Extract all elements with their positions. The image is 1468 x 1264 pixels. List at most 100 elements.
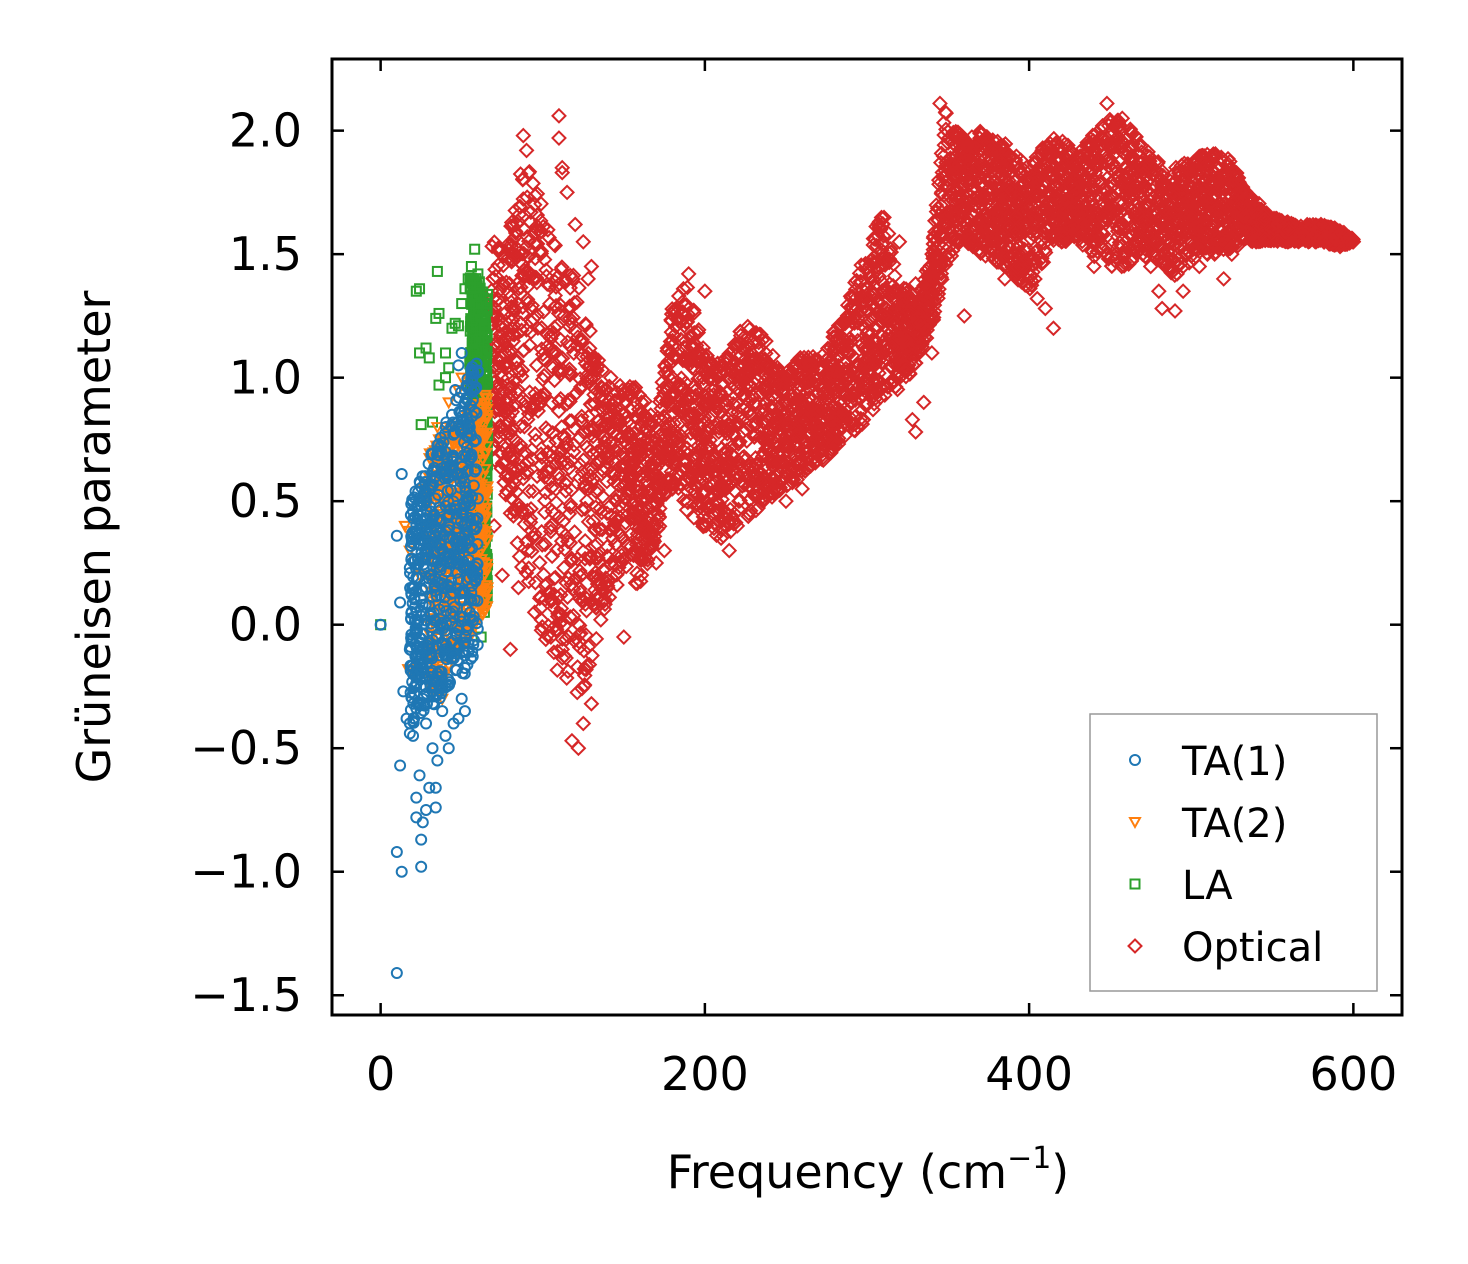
optical-point <box>514 362 531 379</box>
optical-point <box>561 364 578 381</box>
optical-point <box>515 191 532 207</box>
optical-point <box>757 345 774 362</box>
optical-point <box>588 484 605 501</box>
optical-point <box>842 414 859 431</box>
optical-point <box>878 252 895 268</box>
optical-point <box>678 502 695 518</box>
optical-point <box>548 297 565 314</box>
optical-point <box>1201 195 1218 212</box>
optical-point <box>872 389 889 406</box>
optical-point <box>736 448 752 465</box>
optical-point <box>731 360 748 377</box>
optical-point <box>855 350 872 367</box>
optical-point <box>568 384 585 401</box>
optical-point <box>572 456 589 473</box>
optical-point <box>726 417 743 434</box>
optical-point <box>611 458 628 475</box>
optical-point <box>521 337 538 354</box>
optical-point <box>1153 175 1170 192</box>
series-optical-markers <box>483 95 1362 757</box>
optical-point <box>556 430 573 447</box>
optical-point <box>912 343 929 360</box>
optical-point <box>542 523 559 540</box>
optical-point <box>607 491 624 508</box>
optical-point <box>1080 202 1097 219</box>
optical-point <box>874 353 891 370</box>
optical-point <box>541 435 557 452</box>
optical-point <box>659 343 676 359</box>
optical-point <box>566 524 583 540</box>
optical-point <box>807 438 824 455</box>
optical-point <box>648 489 665 506</box>
optical-point <box>982 157 999 174</box>
optical-point <box>846 364 863 380</box>
optical-point <box>1238 223 1255 240</box>
optical-point <box>670 288 687 304</box>
optical-point <box>834 340 850 357</box>
optical-point <box>1097 239 1114 255</box>
optical-point <box>565 443 582 460</box>
optical-point <box>614 530 631 547</box>
optical-point <box>585 420 602 437</box>
optical-point <box>540 464 557 480</box>
optical-point <box>633 493 650 510</box>
optical-point <box>824 419 841 436</box>
optical-point <box>516 262 533 279</box>
optical-point <box>663 476 680 493</box>
optical-point <box>614 382 631 399</box>
optical-point <box>663 313 680 329</box>
optical-point <box>591 521 608 538</box>
optical-point <box>854 335 870 352</box>
optical-point <box>587 569 604 585</box>
optical-point <box>972 123 989 140</box>
series-layer <box>374 95 1362 980</box>
optical-point <box>990 165 1007 181</box>
optical-point <box>966 139 983 156</box>
optical-point <box>801 355 818 372</box>
optical-point <box>1026 250 1043 267</box>
optical-point <box>538 326 555 342</box>
optical-point <box>551 275 568 292</box>
optical-point <box>807 416 824 433</box>
optical-point <box>955 212 972 229</box>
optical-point <box>652 393 668 410</box>
optical-point <box>566 294 583 311</box>
optical-point <box>659 383 676 399</box>
optical-point <box>512 166 529 182</box>
optical-point <box>1059 137 1076 154</box>
optical-point <box>584 461 601 478</box>
optical-point <box>1199 167 1216 184</box>
optical-point <box>1026 227 1043 244</box>
optical-point <box>870 374 887 391</box>
optical-point <box>1181 176 1198 193</box>
optical-point <box>582 479 599 496</box>
optical-point <box>654 452 670 469</box>
optical-point <box>880 225 897 242</box>
optical-point <box>587 362 603 379</box>
optical-point <box>894 297 911 314</box>
optical-point <box>1130 206 1146 223</box>
optical-point <box>527 426 544 443</box>
optical-point <box>599 430 616 447</box>
optical-point <box>982 220 999 237</box>
optical-point <box>1205 146 1222 162</box>
optical-point <box>684 337 701 354</box>
optical-point <box>776 374 793 391</box>
optical-point <box>1128 128 1144 145</box>
optical-point <box>744 481 761 498</box>
optical-point <box>958 145 975 162</box>
optical-point <box>698 477 715 493</box>
optical-point <box>735 401 752 417</box>
optical-point <box>696 395 712 412</box>
optical-point <box>755 445 772 462</box>
optical-point <box>1189 200 1206 217</box>
optical-point <box>1128 232 1145 249</box>
optical-point <box>726 377 743 394</box>
optical-point <box>754 406 771 423</box>
optical-point <box>698 365 714 382</box>
optical-point <box>726 336 743 353</box>
optical-point <box>779 405 796 422</box>
optical-point <box>598 439 615 456</box>
optical-point <box>531 554 548 571</box>
optical-point <box>548 494 565 511</box>
